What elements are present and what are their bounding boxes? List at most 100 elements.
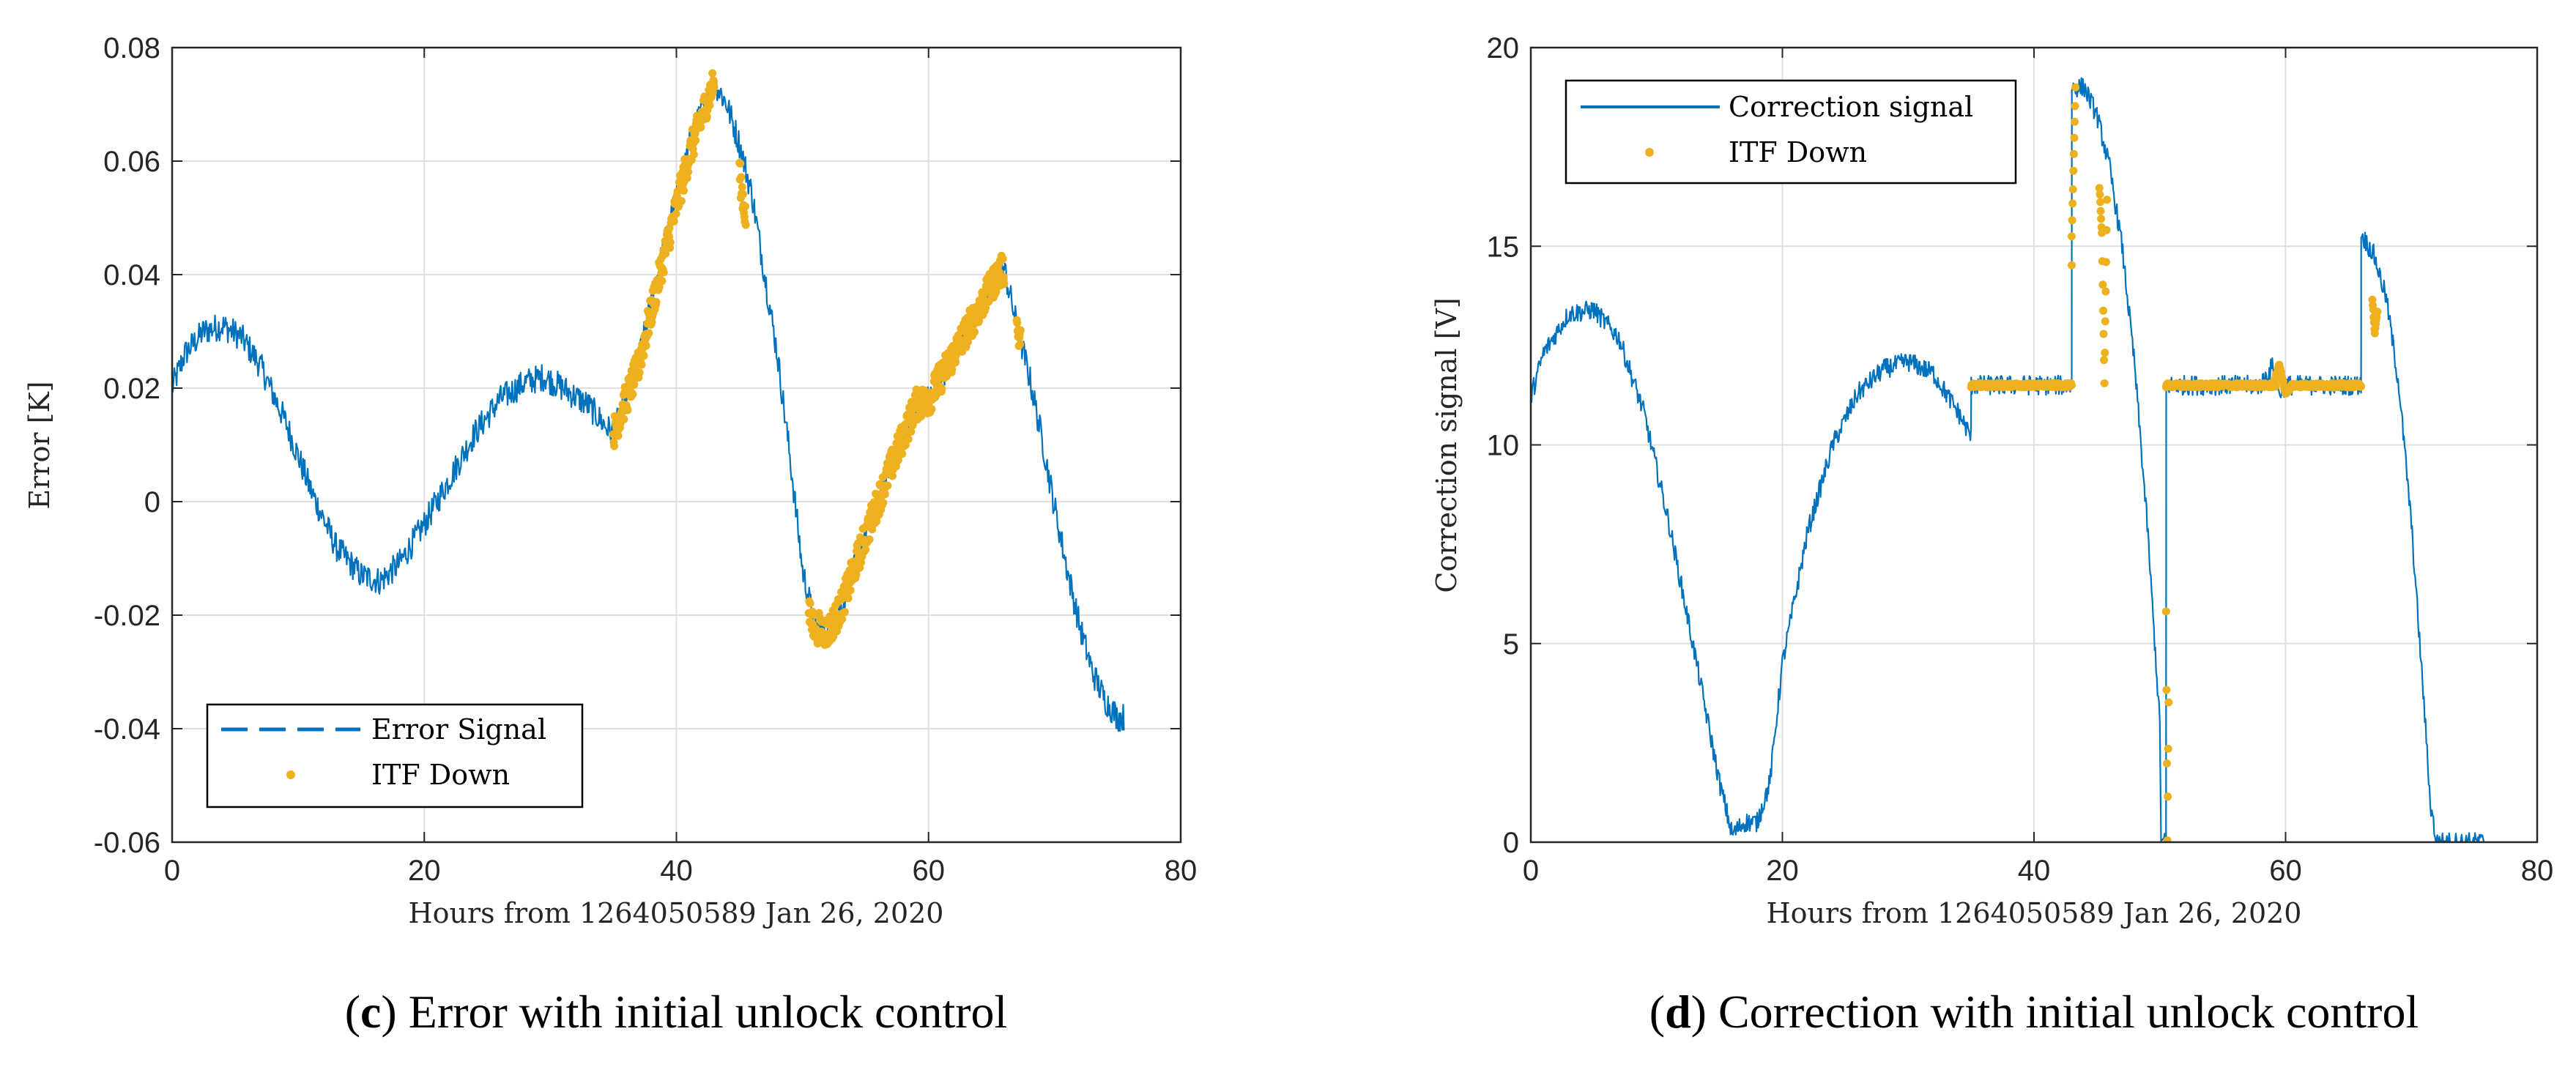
itf-down-point (691, 130, 699, 138)
error-chart-caption-text: ) Error with initial unlock control (381, 986, 1007, 1038)
correction-chart-caption-text: ) Correction with initial unlock control (1691, 986, 2419, 1038)
correction-signal-legend-label: Correction signal (1729, 91, 1973, 123)
correction-chart-x-axis-title: Hours from 1264050589 Jan 26, 2020 (1767, 897, 2302, 929)
itf-down-point (2071, 102, 2079, 111)
itf-down-point (2100, 379, 2109, 387)
itf-down-point (868, 525, 877, 534)
x-tick-label: 80 (1165, 855, 1198, 887)
itf-down-point (2103, 196, 2112, 204)
itf-down-point (1000, 280, 1009, 289)
itf-down-legend-swatch (286, 770, 295, 779)
itf-down-point (2373, 308, 2382, 316)
correction-chart-caption-letter: d (1665, 986, 1691, 1038)
itf-down-point (639, 352, 648, 360)
itf-down-point (1016, 326, 1025, 335)
itf-down-point (938, 384, 946, 393)
itf-down-point (2164, 698, 2173, 707)
correction-chart-ticks: 0 20 40 60 80 0 5 10 15 20 (1487, 32, 2554, 887)
itf-down-point (683, 174, 691, 182)
itf-down-point (2071, 83, 2080, 92)
error-chart-ticks: 0 20 40 60 80 -0.06 -0.04 -0.02 0 0.02 0.04 0.06 0.0… (94, 32, 1197, 887)
itf-down-point (891, 462, 900, 471)
itf-down-point (689, 150, 698, 159)
x-tick-label: 0 (1523, 855, 1539, 887)
correction-chart-panel: 0 20 40 60 80 0 5 10 15 20 Hours from 1264050589 … (1430, 32, 2553, 1038)
itf-down-point (865, 535, 874, 544)
itf-down-point (614, 431, 623, 440)
itf-down-point (2102, 258, 2110, 267)
x-tick-label: 20 (1766, 855, 1799, 887)
itf-down-point (2163, 759, 2171, 767)
itf-down-point (2164, 792, 2172, 801)
itf-down-point (2068, 232, 2076, 241)
y-tick-label: 0.02 (103, 373, 160, 405)
itf-down-point (697, 123, 705, 132)
itf-down-point (652, 298, 661, 306)
itf-down-point (975, 316, 984, 325)
itf-down-point (2069, 149, 2078, 158)
itf-down-point (737, 173, 746, 182)
itf-down-point (705, 101, 714, 110)
itf-down-point (2164, 744, 2172, 753)
itf-down-point (898, 450, 907, 458)
itf-down-point (658, 277, 667, 286)
x-tick-label: 40 (2018, 855, 2051, 887)
itf-down-point (2357, 382, 2366, 390)
itf-down-point (840, 608, 849, 617)
itf-down-point (677, 197, 686, 205)
itf-down-point (691, 136, 700, 145)
itf-down-point (2101, 317, 2109, 326)
itf-down-point (2163, 836, 2172, 842)
correction-chart-legend: Correction signal ITF Down (1564, 79, 2017, 185)
itf-down-point (927, 405, 936, 414)
error-chart-plot-area (172, 69, 1125, 732)
y-tick-label: 5 (1503, 628, 1519, 661)
error-chart-legend-box (206, 703, 584, 808)
error-chart-caption: (c) Error with initial unlock control (345, 986, 1008, 1038)
itf-down-point (883, 481, 892, 490)
correction-chart-y-axis-title: Correction signal [V] (1430, 297, 1463, 592)
itf-down-point (2068, 199, 2077, 208)
x-tick-label: 80 (2521, 855, 2554, 887)
itf-down-point (970, 327, 979, 336)
itf-down-point (879, 499, 888, 508)
itf-down-point (2161, 607, 2170, 616)
itf-down-point (741, 220, 750, 229)
itf-down-point (2099, 330, 2108, 338)
itf-down-point (2068, 185, 2077, 193)
y-tick-label: 15 (1487, 231, 1520, 263)
itf-down-point (637, 360, 646, 369)
x-tick-label: 60 (913, 855, 946, 887)
error-chart-caption-letter: c (360, 986, 381, 1038)
x-tick-label: 40 (660, 855, 693, 887)
itf-down-point (981, 303, 990, 312)
itf-down-point (948, 365, 957, 373)
itf-down-point (888, 472, 897, 480)
itf-down-legend-label: ITF Down (371, 759, 510, 791)
itf-down-point (2098, 280, 2107, 289)
itf-down-legend-swatch (1645, 148, 1654, 157)
itf-down-point (2096, 190, 2104, 198)
itf-down-point (635, 368, 644, 377)
itf-down-point (630, 380, 639, 389)
x-tick-label: 0 (164, 855, 180, 887)
itf-down-point (912, 385, 921, 394)
itf-down-point (642, 341, 650, 350)
y-tick-label: 0.08 (103, 32, 160, 64)
itf-down-point (672, 209, 680, 218)
itf-down-point (907, 428, 916, 436)
correction-chart-caption: (d) Correction with initial unlock contr… (1649, 986, 2419, 1038)
itf-down-point (2096, 198, 2104, 207)
itf-down-point (2068, 381, 2076, 390)
y-tick-label: 0 (144, 486, 160, 518)
itf-down-point (880, 490, 889, 499)
itf-down-point (2101, 349, 2109, 357)
itf-down-point (710, 83, 719, 92)
itf-down-point (2070, 133, 2079, 142)
y-tick-label: 0 (1503, 827, 1519, 859)
itf-down-point (2162, 685, 2171, 694)
itf-down-point (2097, 215, 2106, 223)
itf-down-point (655, 283, 664, 291)
itf-down-legend-label: ITF Down (1729, 136, 1867, 168)
